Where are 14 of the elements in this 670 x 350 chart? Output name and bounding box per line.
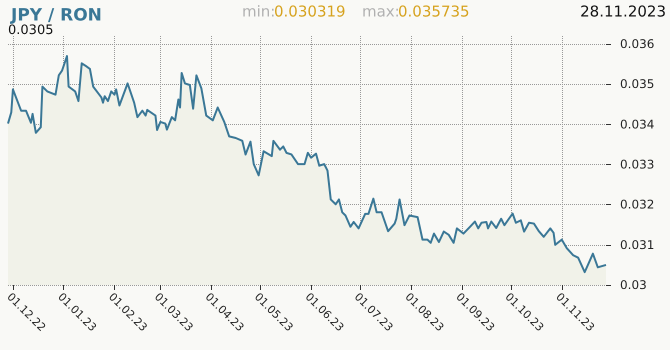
text: 0.035735 (398, 2, 470, 20)
y-tick-label: 0.033 (620, 158, 654, 172)
text: 28.11.2023 (580, 2, 666, 20)
annotation: 0.0305 (8, 23, 54, 38)
y-tick-label: 0.034 (620, 117, 654, 132)
text: min: (242, 2, 276, 20)
y-tick-label: 0.032 (620, 198, 654, 212)
chart-title: JPY / RON (10, 6, 102, 26)
y-tick-label: 0.03 (620, 278, 647, 292)
text: max: (362, 2, 400, 20)
y-tick-label: 0.035 (620, 77, 654, 92)
text: 0.030319 (274, 2, 346, 20)
y-tick-label: 0.036 (620, 37, 654, 52)
y-tick-label: 0.031 (620, 238, 654, 252)
